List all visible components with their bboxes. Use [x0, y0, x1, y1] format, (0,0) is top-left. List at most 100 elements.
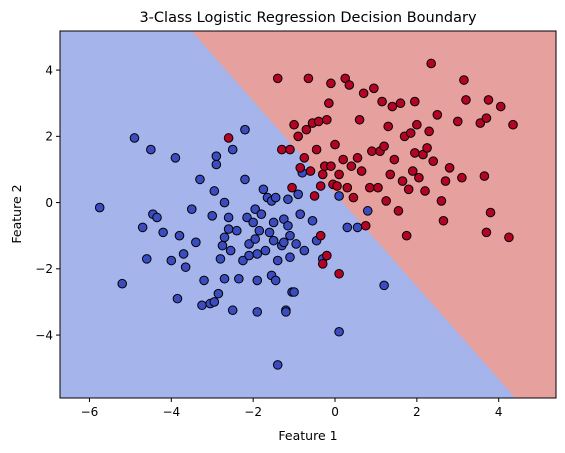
data-point-blue — [295, 209, 306, 219]
data-point-blue — [268, 235, 279, 246]
y-axis-ticks: −4 −2 0 2 4 — [35, 63, 60, 342]
data-point-red — [334, 268, 344, 279]
data-point-blue — [334, 326, 344, 337]
data-point-red — [342, 182, 353, 193]
data-point-red — [295, 162, 306, 173]
data-point-blue — [117, 278, 128, 289]
y-tick-label: −2 — [35, 262, 53, 276]
data-point-red — [410, 96, 420, 107]
x-tick-label: −4 — [162, 405, 180, 419]
data-point-blue — [207, 211, 218, 221]
data-point-red — [358, 88, 369, 99]
data-point-red — [317, 259, 328, 269]
data-point-red — [301, 124, 312, 135]
data-point-red — [440, 176, 451, 186]
data-point-red — [289, 119, 299, 130]
data-point-red — [322, 250, 332, 261]
data-point-red — [369, 83, 379, 94]
y-tick-label: 0 — [45, 196, 53, 210]
data-point-red — [277, 144, 287, 155]
data-point-blue — [195, 174, 205, 185]
data-point-blue — [137, 222, 148, 233]
data-point-blue — [240, 124, 250, 135]
data-point-blue — [252, 249, 263, 259]
data-point-blue — [217, 240, 228, 251]
data-point-red — [334, 169, 344, 180]
data-point-blue — [219, 273, 230, 284]
data-point-blue — [215, 254, 226, 264]
data-point-blue — [256, 209, 267, 219]
data-point-red — [387, 101, 398, 112]
data-point-blue — [213, 288, 224, 299]
data-point-blue — [197, 300, 207, 311]
data-point-blue — [186, 204, 197, 215]
data-point-red — [410, 148, 420, 158]
data-point-blue — [260, 245, 271, 256]
data-point-blue — [283, 194, 293, 205]
data-point-blue — [172, 293, 183, 304]
data-point-blue — [272, 255, 283, 266]
data-point-red — [326, 161, 336, 171]
data-point-blue — [342, 222, 353, 233]
data-point-blue — [285, 252, 295, 263]
data-point-red — [508, 119, 518, 130]
chart-title: 3-Class Logistic Regression Decision Bou… — [139, 10, 477, 26]
data-point-red — [444, 162, 455, 173]
data-point-red — [401, 230, 412, 241]
data-point-blue — [146, 144, 156, 155]
data-point-red — [352, 153, 363, 163]
data-point-red — [412, 119, 422, 130]
data-point-blue — [334, 191, 344, 201]
data-point-red — [432, 110, 443, 120]
data-point-red — [420, 186, 430, 196]
x-tick-label: −2 — [244, 405, 262, 419]
data-point-red — [311, 144, 322, 155]
data-point-red — [403, 184, 414, 195]
data-point-blue — [174, 230, 185, 241]
data-point-blue — [211, 159, 222, 170]
data-point-blue — [158, 227, 168, 238]
data-point-red — [315, 181, 326, 191]
data-point-blue — [180, 262, 191, 272]
data-point-blue — [209, 186, 220, 196]
data-point-red — [461, 95, 471, 105]
data-point-red — [389, 154, 400, 165]
data-point-blue — [244, 250, 254, 261]
data-point-blue — [152, 212, 162, 223]
data-point-red — [504, 232, 514, 243]
data-point-blue — [244, 239, 254, 249]
data-point-red — [315, 230, 326, 241]
data-point-blue — [94, 202, 105, 213]
data-point-red — [322, 114, 332, 125]
data-point-red — [377, 96, 387, 107]
data-point-red — [338, 154, 348, 165]
data-point-red — [367, 146, 377, 157]
data-point-red — [414, 172, 424, 183]
data-point-red — [287, 182, 297, 193]
data-point-red — [436, 196, 447, 206]
data-point-red — [332, 181, 342, 191]
data-point-blue — [291, 239, 301, 249]
data-point-red — [354, 114, 365, 125]
data-point-red — [479, 171, 490, 181]
data-point-blue — [227, 305, 238, 316]
data-point-blue — [223, 224, 234, 234]
data-point-blue — [223, 212, 234, 223]
data-point-blue — [178, 249, 189, 259]
data-point-blue — [352, 222, 363, 233]
data-point-red — [285, 144, 295, 155]
data-point-blue — [191, 237, 201, 248]
data-point-red — [438, 215, 449, 226]
x-axis-label: Feature 1 — [278, 428, 337, 443]
data-point-blue — [242, 212, 252, 223]
data-point-blue — [379, 280, 389, 291]
data-point-red — [356, 166, 367, 176]
data-point-red — [495, 101, 506, 112]
data-point-blue — [219, 197, 230, 208]
data-point-blue — [307, 215, 318, 226]
data-point-blue — [238, 255, 248, 266]
data-point-red — [293, 131, 303, 142]
data-point-blue — [240, 174, 250, 185]
data-point-red — [299, 153, 310, 163]
